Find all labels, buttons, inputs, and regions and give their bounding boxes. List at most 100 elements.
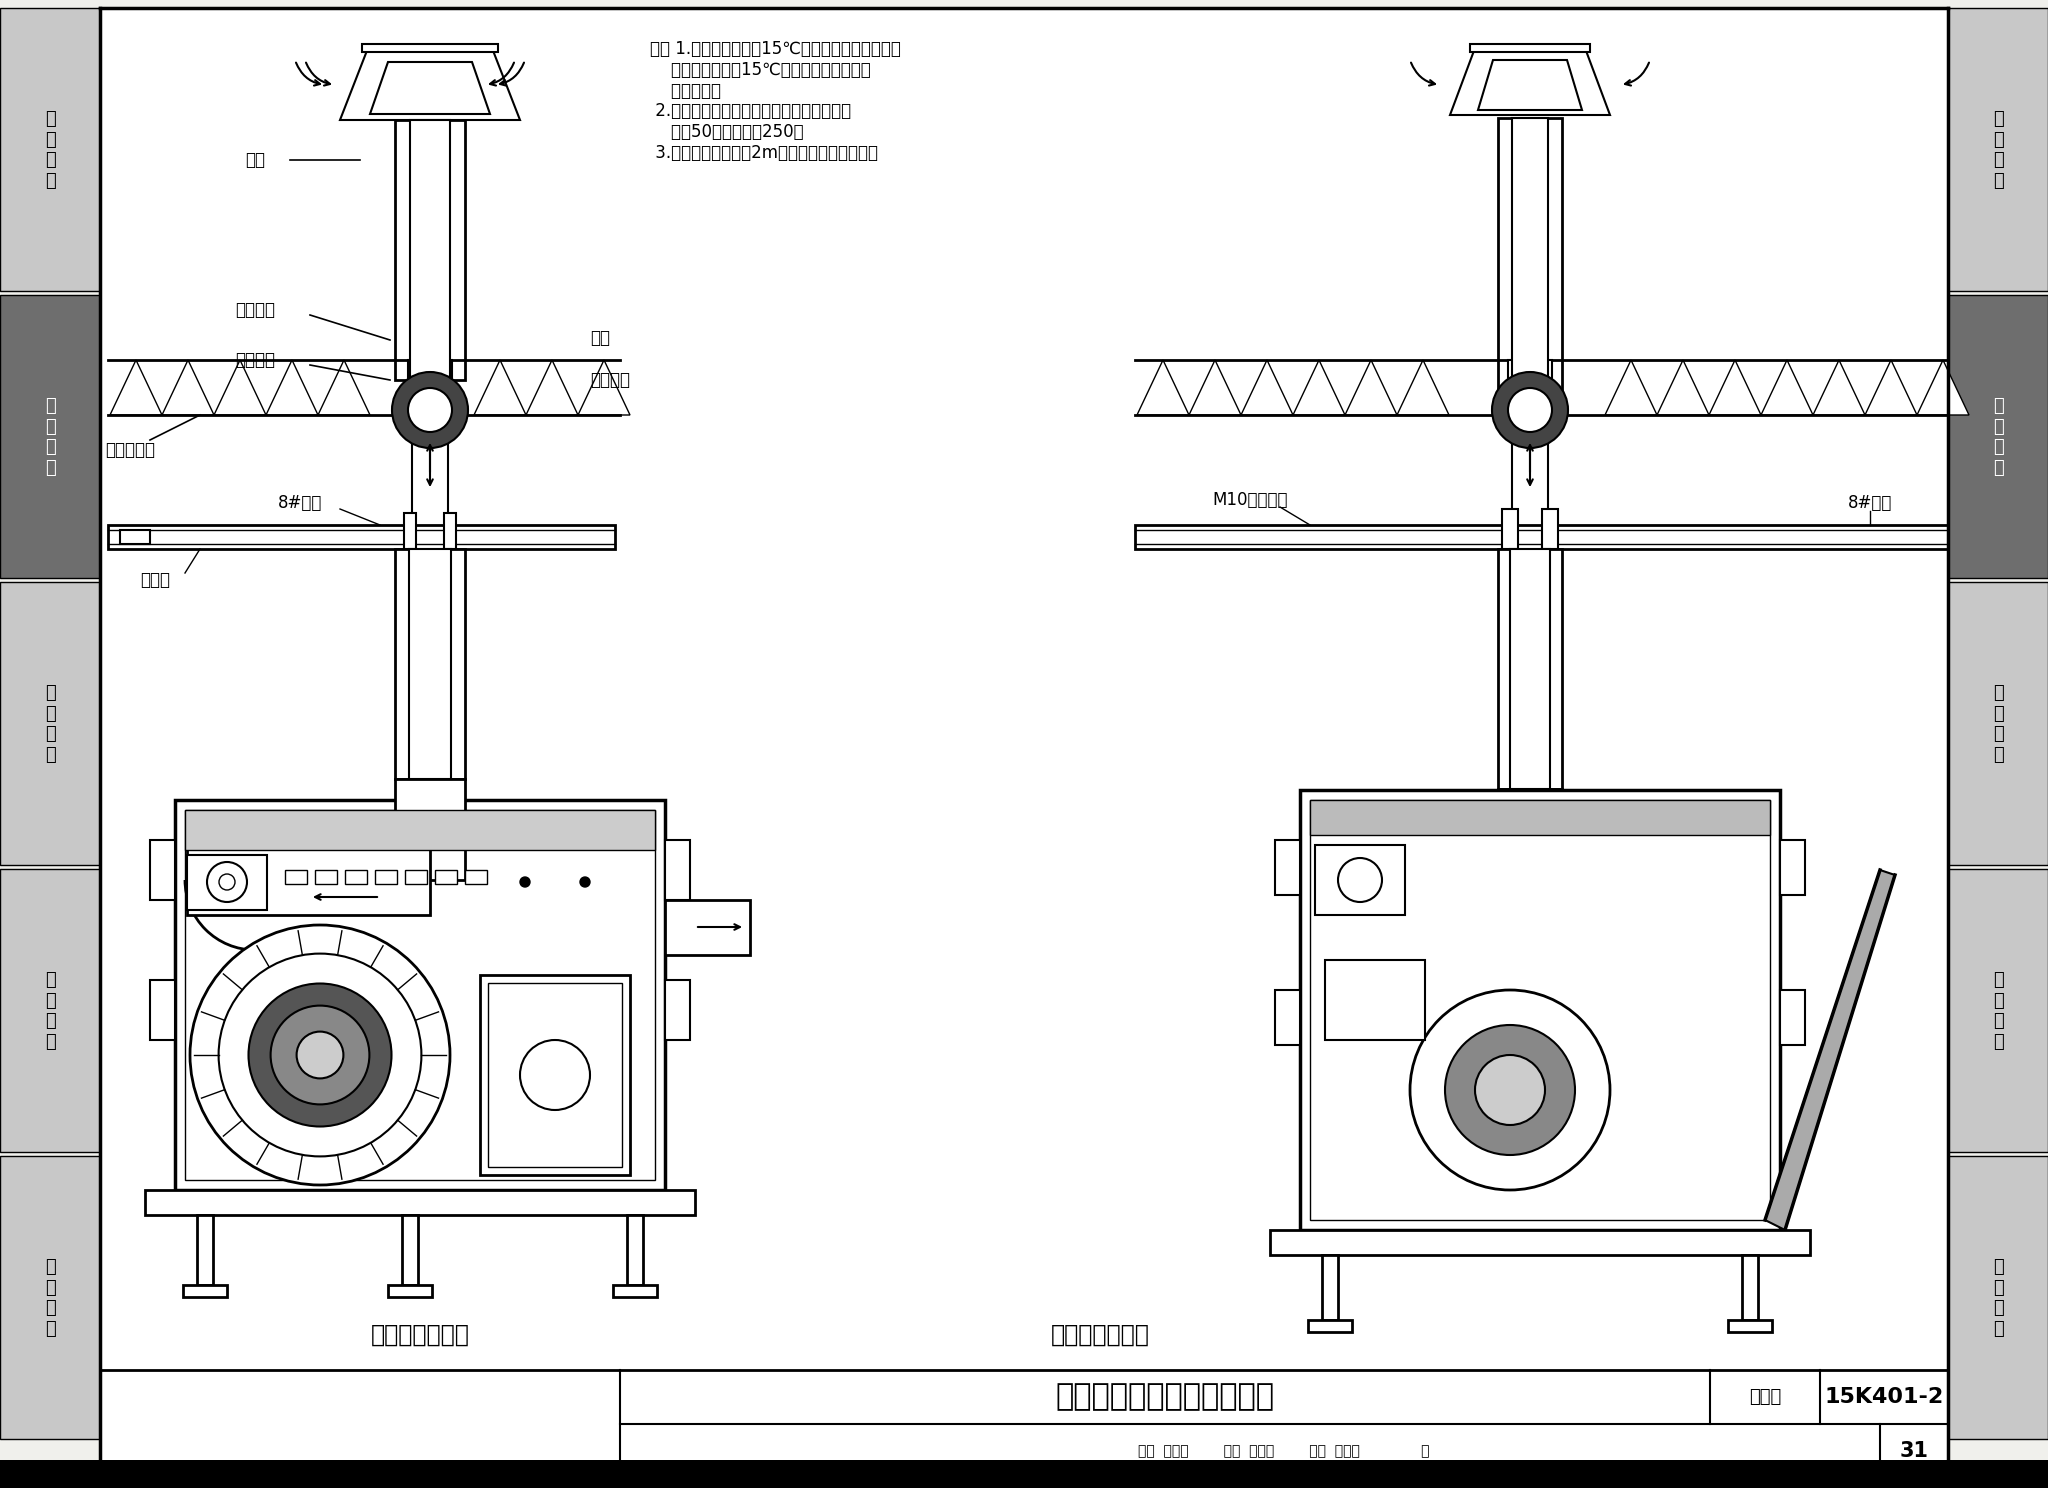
- Bar: [1511, 118, 1548, 393]
- Polygon shape: [1241, 360, 1292, 415]
- Bar: [0, 582, 100, 865]
- Circle shape: [297, 1031, 344, 1079]
- Bar: [627, 1216, 643, 1286]
- Bar: [406, 870, 426, 884]
- Circle shape: [580, 876, 590, 887]
- Text: M10加固螺栓: M10加固螺栓: [1212, 491, 1288, 509]
- Text: 工
程
实
例: 工 程 实 例: [1993, 1257, 2003, 1338]
- Bar: [434, 870, 457, 884]
- Bar: [666, 981, 690, 1040]
- Text: 图集号: 图集号: [1749, 1388, 1782, 1406]
- Polygon shape: [1761, 360, 1812, 415]
- Bar: [387, 1286, 432, 1298]
- Circle shape: [248, 984, 391, 1126]
- Text: 主机吊装主视图: 主机吊装主视图: [371, 1323, 469, 1347]
- Polygon shape: [213, 360, 266, 415]
- Text: 烟囱: 烟囱: [246, 150, 264, 170]
- Circle shape: [408, 388, 453, 432]
- Bar: [1276, 990, 1300, 1045]
- Polygon shape: [1479, 60, 1581, 110]
- Bar: [410, 549, 451, 780]
- Bar: [121, 530, 150, 545]
- Bar: [109, 525, 614, 549]
- Bar: [145, 1190, 694, 1216]
- Circle shape: [270, 1006, 369, 1104]
- Polygon shape: [371, 62, 489, 115]
- Bar: [1948, 1156, 2048, 1439]
- Text: 定制盖片: 定制盖片: [236, 301, 274, 318]
- Bar: [1135, 525, 1948, 549]
- Circle shape: [1507, 388, 1552, 432]
- Polygon shape: [1866, 360, 1917, 415]
- Bar: [1507, 360, 1552, 415]
- Bar: [362, 45, 498, 52]
- Bar: [150, 841, 174, 900]
- Polygon shape: [526, 360, 578, 415]
- Circle shape: [520, 876, 530, 887]
- Circle shape: [1409, 990, 1610, 1190]
- Circle shape: [219, 954, 422, 1156]
- Bar: [1948, 869, 2048, 1152]
- Polygon shape: [340, 48, 520, 121]
- Polygon shape: [317, 360, 371, 415]
- Polygon shape: [111, 360, 162, 415]
- Bar: [186, 856, 266, 911]
- Bar: [1948, 582, 2048, 865]
- Bar: [0, 7, 100, 292]
- Text: 电
气
控
制: 电 气 控 制: [45, 970, 55, 1051]
- Polygon shape: [1812, 360, 1866, 415]
- Circle shape: [1475, 1055, 1544, 1125]
- Bar: [1743, 1254, 1757, 1320]
- Bar: [315, 870, 338, 884]
- Bar: [285, 870, 307, 884]
- Polygon shape: [473, 360, 526, 415]
- Bar: [465, 870, 487, 884]
- Circle shape: [1446, 1025, 1575, 1155]
- Bar: [174, 801, 666, 1190]
- Bar: [666, 841, 690, 900]
- Bar: [0, 1460, 2048, 1488]
- Circle shape: [219, 873, 236, 890]
- Polygon shape: [1657, 360, 1708, 415]
- Bar: [401, 1216, 418, 1286]
- Bar: [395, 121, 465, 379]
- Bar: [1276, 841, 1300, 894]
- Bar: [1497, 118, 1563, 393]
- Bar: [100, 1370, 1948, 1478]
- Circle shape: [391, 372, 469, 448]
- Bar: [666, 900, 750, 955]
- Polygon shape: [1606, 360, 1657, 415]
- Polygon shape: [266, 360, 317, 415]
- Bar: [197, 1216, 213, 1286]
- Text: 屋面檑条: 屋面檑条: [590, 371, 631, 388]
- Bar: [1501, 509, 1518, 549]
- Text: 主机吊装侧视图: 主机吊装侧视图: [1051, 1323, 1149, 1347]
- Bar: [444, 513, 457, 549]
- Bar: [1780, 990, 1804, 1045]
- Text: 8#槽锂: 8#槽锂: [1847, 494, 1892, 512]
- Circle shape: [190, 926, 451, 1184]
- Bar: [0, 295, 100, 577]
- Bar: [403, 513, 416, 549]
- Circle shape: [207, 862, 248, 902]
- Text: 设
计
说
明: 设 计 说 明: [1993, 110, 2003, 190]
- Text: 老虎夹: 老虎夹: [139, 571, 170, 589]
- Bar: [1270, 1231, 1810, 1254]
- Bar: [612, 1286, 657, 1298]
- Text: 工
程
实
例: 工 程 实 例: [45, 1257, 55, 1338]
- Bar: [1309, 1320, 1352, 1332]
- Bar: [184, 809, 655, 850]
- Text: 15K401-2: 15K401-2: [1825, 1387, 1944, 1408]
- Text: 审核  张蔚东        校对  蔡存占        设计  管冬敏              页: 审核 张蔚东 校对 蔡存占 设计 管冬敏 页: [1139, 1443, 1430, 1458]
- Text: 液
化
气
站: 液 化 气 站: [1993, 684, 2003, 765]
- Bar: [1948, 7, 2048, 292]
- Bar: [1315, 845, 1405, 915]
- Circle shape: [520, 1040, 590, 1110]
- Bar: [410, 121, 451, 379]
- Bar: [1729, 1320, 1772, 1332]
- Polygon shape: [1190, 360, 1241, 415]
- Text: 屋面盖板: 屋面盖板: [236, 351, 274, 369]
- Bar: [1311, 801, 1769, 835]
- Circle shape: [1337, 859, 1382, 902]
- Bar: [0, 1156, 100, 1439]
